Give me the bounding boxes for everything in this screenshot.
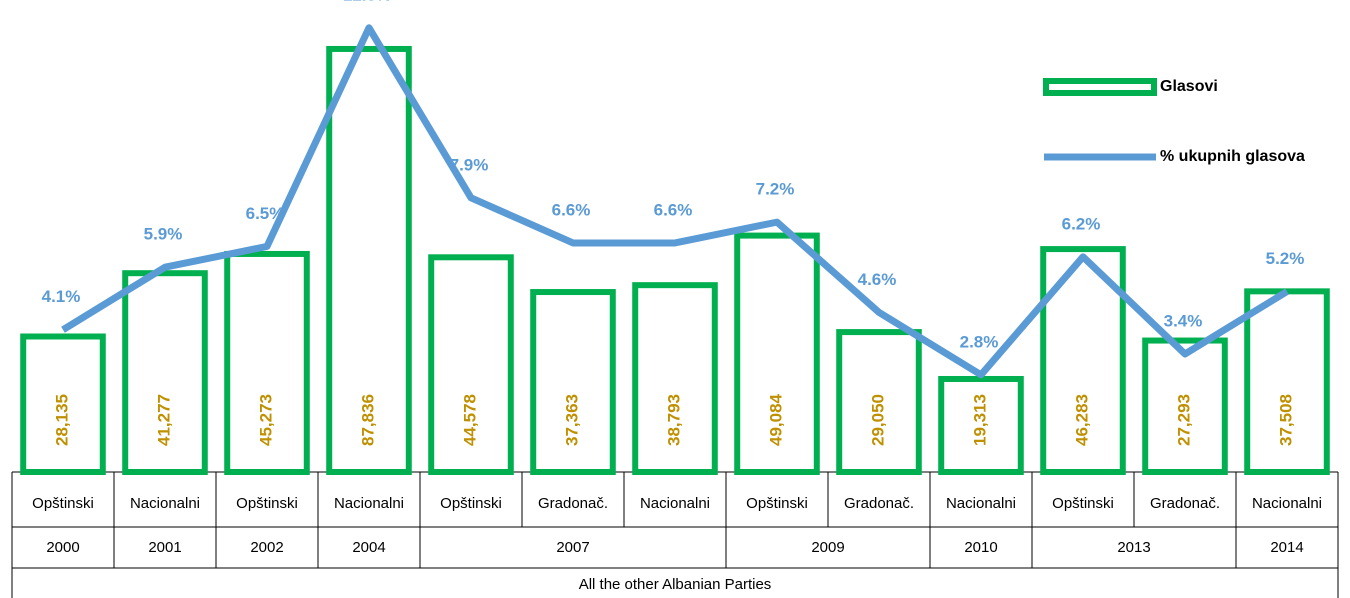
year-label: 2009 <box>811 539 844 556</box>
year-label: 2013 <box>1117 539 1150 556</box>
category-label: Nacionalni <box>640 495 710 512</box>
year-label: 2014 <box>1270 539 1303 556</box>
line-value-label: 7.2% <box>756 180 795 199</box>
category-label: Opštinski <box>32 495 94 512</box>
group-label: All the other Albanian Parties <box>579 576 772 593</box>
bar <box>836 329 922 476</box>
bar-value-label: 87,836 <box>358 394 377 446</box>
legend-label: % ukupnih glasova <box>1160 148 1305 165</box>
bar-value-label: 19,313 <box>970 394 989 446</box>
bar-value-label: 37,363 <box>562 394 581 446</box>
year-label: 2007 <box>556 539 589 556</box>
year-label: 2001 <box>148 539 181 556</box>
category-label: Nacionalni <box>946 495 1016 512</box>
line-value-label: 3.4% <box>1164 311 1203 330</box>
bar <box>632 282 718 475</box>
bar <box>122 270 208 476</box>
bar <box>224 250 310 475</box>
bar <box>734 232 820 475</box>
bar <box>428 254 514 475</box>
category-label: Opštinski <box>440 495 502 512</box>
legend-swatch <box>1043 78 1157 96</box>
bar <box>1244 288 1330 475</box>
bar-value-label: 37,508 <box>1276 394 1295 446</box>
bar-value-label: 49,084 <box>766 393 785 446</box>
category-label: Opštinski <box>1052 495 1114 512</box>
category-label: Nacionalni <box>334 495 404 512</box>
bar <box>326 45 412 475</box>
year-label: 2000 <box>46 539 79 556</box>
category-label: Gradonač. <box>538 495 608 512</box>
line-value-label: 5.9% <box>144 225 183 244</box>
bar-value-label: 44,578 <box>460 394 479 446</box>
bar <box>530 289 616 475</box>
line-value-label: 4.6% <box>858 270 897 289</box>
year-label: 2002 <box>250 539 283 556</box>
legend-label: Glasovi <box>1160 78 1218 95</box>
line-value-label: 6.6% <box>654 200 693 219</box>
line-value-label: 2.8% <box>960 332 999 351</box>
bar-value-label: 45,273 <box>256 394 275 446</box>
line-value-label: 4.1% <box>42 287 81 306</box>
category-label: Nacionalni <box>130 495 200 512</box>
category-label: Gradonač. <box>1150 495 1220 512</box>
year-label: 2004 <box>352 539 385 556</box>
year-label: 2010 <box>964 539 997 556</box>
line-value-label: 6.2% <box>1062 214 1101 233</box>
category-label: Opštinski <box>746 495 808 512</box>
bar <box>1142 337 1228 475</box>
line-value-label: 12.8% <box>343 0 391 4</box>
bar-value-label: 46,283 <box>1072 394 1091 446</box>
bar-value-label: 38,793 <box>664 394 683 446</box>
line <box>61 24 1289 379</box>
bar-value-label: 29,050 <box>868 394 887 446</box>
category-label: Gradonač. <box>844 495 914 512</box>
category-label: Opštinski <box>236 495 298 512</box>
bar-value-label: 27,293 <box>1174 394 1193 446</box>
category-label: Nacionalni <box>1252 495 1322 512</box>
bar-value-label: 28,135 <box>52 394 71 446</box>
line-value-label: 6.6% <box>552 200 591 219</box>
bar <box>20 333 106 475</box>
bar <box>938 375 1024 476</box>
line-value-label: 6.5% <box>246 204 285 223</box>
line-value-label: 5.2% <box>1266 249 1305 268</box>
bar-value-label: 41,277 <box>154 394 173 446</box>
line-value-label: 7.9% <box>450 155 489 174</box>
